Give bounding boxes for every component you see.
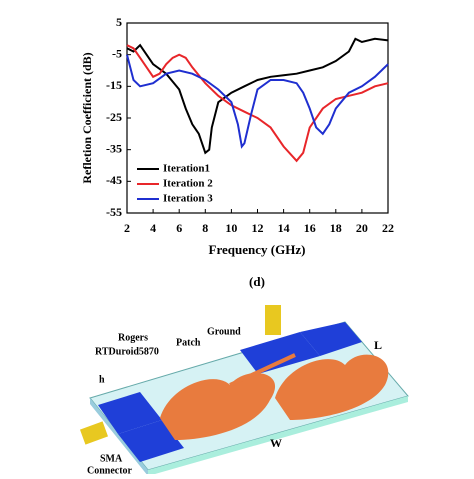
- x-tick-label: 16: [304, 221, 316, 235]
- label: Patch: [176, 337, 201, 348]
- y-tick-label: -15: [106, 78, 122, 92]
- ground-pad: [118, 420, 184, 462]
- label: Ground: [207, 326, 241, 337]
- legend-label: Iteration1: [163, 163, 210, 175]
- x-tick-label: 18: [330, 221, 342, 235]
- y-tick-label: 5: [116, 15, 122, 29]
- x-tick-label: 20: [356, 221, 368, 235]
- x-tick-label: 22: [382, 221, 394, 235]
- series-line: [126, 54, 389, 149]
- plot: Frequency (GHz) Refletion Coefficient (d…: [80, 15, 394, 289]
- patch: [160, 373, 276, 440]
- substrate-front: [148, 396, 408, 476]
- y-axis-title: Refletion Coefficient (dB): [80, 52, 94, 183]
- x-axis-title: Frequency (GHz): [209, 242, 306, 257]
- connector: [79, 421, 109, 445]
- y-tick-label: -5: [112, 46, 122, 60]
- label: h: [99, 374, 105, 385]
- x-tick-label: 2: [124, 221, 130, 235]
- x-tick-label: 6: [176, 221, 182, 235]
- x-tick-label: 8: [202, 221, 208, 235]
- ground-pad: [98, 392, 162, 434]
- series-line: [126, 37, 389, 155]
- label: W: [270, 436, 282, 450]
- patch: [275, 354, 389, 420]
- y-tick-label: -35: [106, 141, 122, 155]
- x-tick-label: 14: [278, 221, 290, 235]
- label: Connector: [87, 465, 133, 474]
- feed-line: [229, 353, 296, 387]
- antenna-diagram: Rogers RTDuroid5870 Patch Ground L h W S…: [79, 305, 409, 476]
- x-tick-label: 10: [225, 221, 237, 235]
- label: Rogers: [118, 332, 148, 343]
- x-tick-label: 4: [150, 221, 156, 235]
- series-line: [126, 44, 389, 163]
- label: L: [374, 338, 382, 352]
- y-tick-label: -55: [106, 205, 122, 219]
- ground-pad: [240, 332, 320, 374]
- x-tick-label: 12: [252, 221, 264, 235]
- label: RTDuroid5870: [95, 346, 159, 357]
- y-tick-label: -25: [106, 110, 122, 124]
- ground-pad: [300, 322, 362, 356]
- y-tick-label: -45: [106, 173, 122, 187]
- label: SMA: [100, 453, 123, 464]
- panel-label: (d): [249, 274, 265, 289]
- substrate-side: [90, 398, 148, 476]
- legend-label: Iteration 3: [163, 193, 213, 205]
- legend-label: Iteration 2: [163, 178, 213, 190]
- connector: [265, 305, 281, 335]
